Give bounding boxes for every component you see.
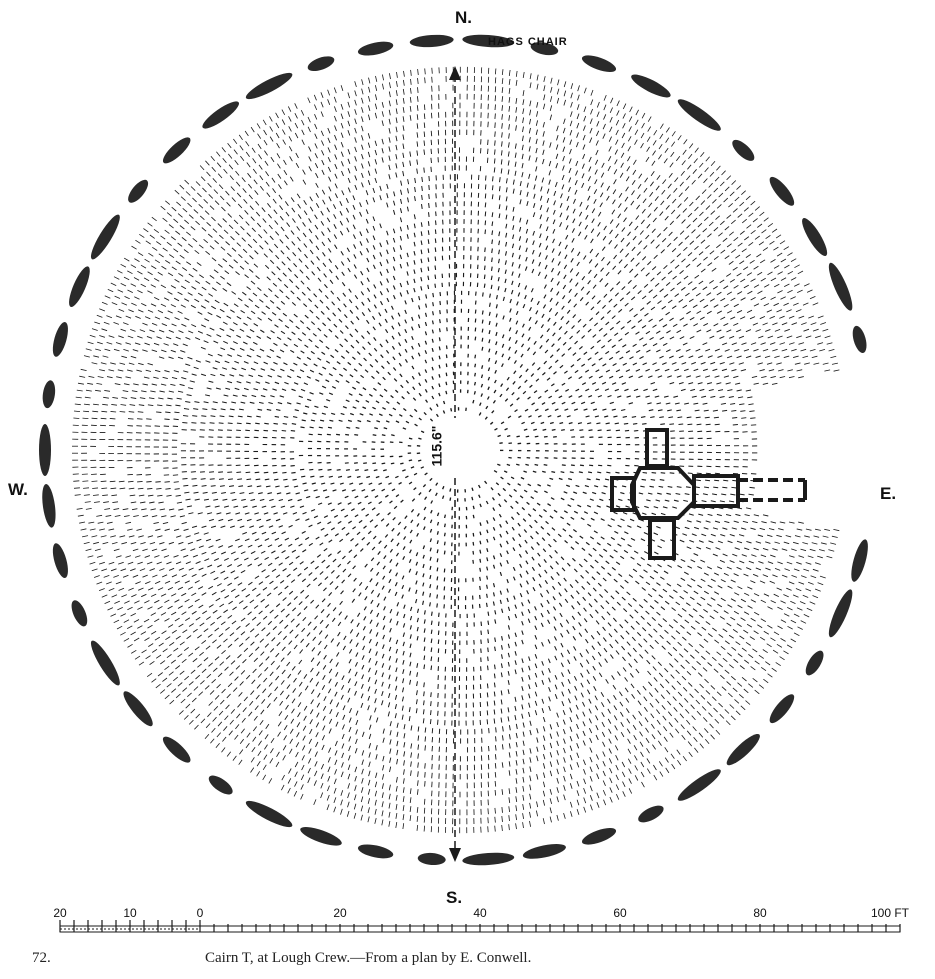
scale-tick-label: 10 (123, 906, 136, 920)
scale-bar-ticks (60, 920, 900, 932)
kerbstone (798, 215, 831, 259)
kerbstone (87, 212, 124, 263)
arrow-down-icon (449, 848, 461, 862)
kerbstone (850, 324, 869, 354)
kerbstone (306, 53, 336, 74)
kerbstone (41, 380, 57, 409)
east-label: E. (880, 484, 896, 504)
kerbstone (159, 733, 194, 766)
kerbstone (723, 730, 763, 769)
scale-tick-label: 0 (197, 906, 204, 920)
kerbstone (87, 638, 124, 689)
scale-tick-label: 100 FT (871, 906, 909, 920)
kerbstone (766, 174, 798, 210)
kerbstone (206, 772, 236, 798)
kerbstone (50, 320, 71, 358)
kerbstone (629, 71, 674, 102)
kerbstone (766, 691, 798, 727)
kerbstone (729, 136, 758, 164)
kerbstone (243, 797, 295, 832)
kerbstone (825, 587, 857, 639)
kerbstone (522, 841, 568, 862)
kerbstone (65, 264, 94, 309)
scale-tick-label: 80 (753, 906, 766, 920)
kerbstone (802, 648, 827, 678)
kerbstone (409, 34, 454, 49)
kerbstone (417, 852, 446, 866)
scale-tick-label: 20 (53, 906, 66, 920)
kerbstone (357, 842, 395, 861)
kerbstone (357, 39, 395, 58)
hags-chair-label: HAGS CHAIR (488, 36, 568, 48)
kerbstone (848, 538, 871, 584)
south-label: S. (446, 888, 462, 908)
diameter-label: 115.6" (428, 426, 444, 467)
kerbstone (125, 177, 152, 206)
scale-tick-label: 60 (613, 906, 626, 920)
kerbstone (68, 598, 90, 628)
kerbstone (120, 688, 157, 730)
north-label: N. (455, 8, 472, 28)
kerbstone (636, 802, 666, 826)
scale-tick-label: 40 (473, 906, 486, 920)
kerbstone (675, 95, 724, 135)
kerbstone (580, 52, 618, 75)
arrow-up-icon (449, 66, 461, 80)
kerbstone (580, 825, 618, 848)
scale-tick-label: 20 (333, 906, 346, 920)
kerbstone (243, 69, 295, 104)
kerbstone (199, 97, 242, 132)
west-label: W. (8, 480, 28, 500)
kerbstone (825, 260, 857, 312)
kerbstone (159, 134, 194, 167)
kerbstone (40, 483, 58, 528)
kerbstone (298, 823, 343, 849)
kerbstone (50, 542, 71, 580)
kerbstone (39, 424, 51, 476)
figure-number: 72. (32, 950, 51, 967)
kerbstone (675, 765, 724, 805)
figure-caption: Cairn T, at Lough Crew.—From a plan by E… (205, 950, 531, 967)
kerbstone (462, 851, 515, 867)
